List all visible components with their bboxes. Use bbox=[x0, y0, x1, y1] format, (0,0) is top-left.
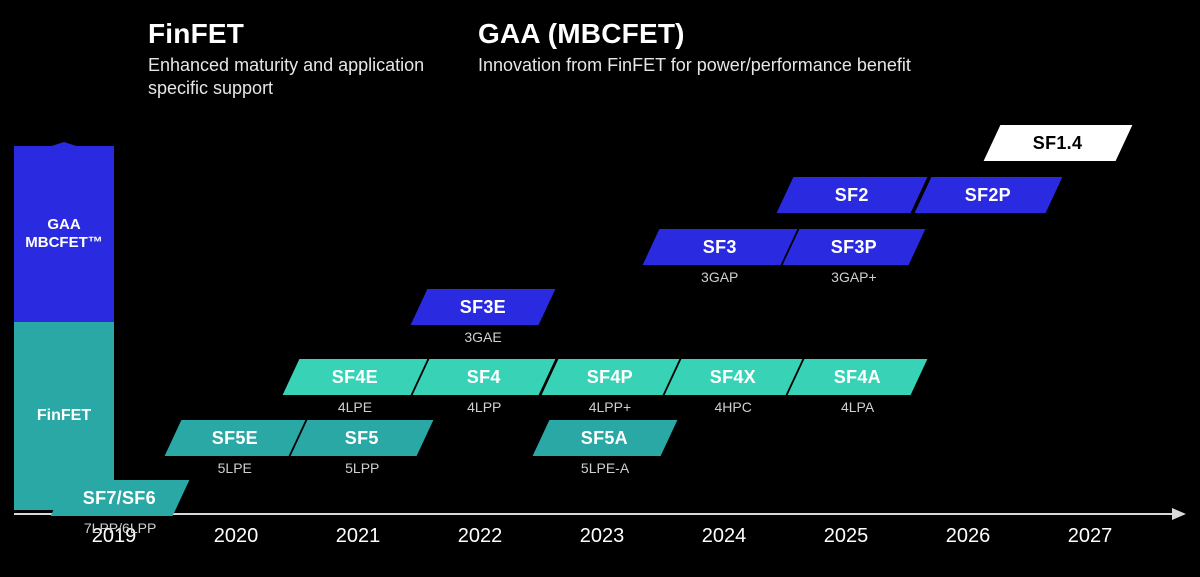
headings: FinFET Enhanced maturity and application… bbox=[148, 18, 1180, 99]
node-label-sf5: SF5 bbox=[345, 428, 379, 449]
node-label-sf7sf6: SF7/SF6 bbox=[84, 488, 157, 509]
node-label-sf4p: SF4P bbox=[587, 367, 633, 388]
node-sublabel-sf4x: 4HPC bbox=[714, 399, 751, 415]
node-sublabel-sf4p: 4LPP+ bbox=[589, 399, 631, 415]
node-sublabel-sf3p: 3GAP+ bbox=[831, 269, 877, 285]
node-label-sf3p: SF3P bbox=[831, 237, 877, 258]
category-gaa: GAA MBCFET™ bbox=[14, 146, 114, 322]
year-2021: 2021 bbox=[336, 525, 381, 548]
year-2023: 2023 bbox=[580, 525, 625, 548]
node-sf4p: SF4P bbox=[541, 359, 679, 395]
node-label-sf2p: SF2P bbox=[965, 185, 1011, 206]
node-label-sf3e: SF3E bbox=[460, 297, 506, 318]
node-sf4: SF4 bbox=[413, 359, 555, 395]
node-sf4a: SF4A bbox=[788, 359, 928, 395]
node-sublabel-sf3e: 3GAE bbox=[464, 329, 501, 345]
node-label-sf2: SF2 bbox=[835, 185, 869, 206]
heading-finfet: FinFET Enhanced maturity and application… bbox=[148, 18, 478, 99]
node-sf5a: SF5A bbox=[533, 420, 678, 456]
category-gaa-line1: GAA bbox=[25, 216, 103, 234]
node-sublabel-sf4a: 4LPA bbox=[841, 399, 874, 415]
node-sf4x: SF4X bbox=[664, 359, 802, 395]
node-label-sf5a: SF5A bbox=[581, 428, 628, 449]
node-sf3p: SF3P bbox=[783, 229, 925, 265]
node-sublabel-sf5e: 5LPE bbox=[218, 460, 252, 476]
timeline-axis bbox=[14, 513, 1184, 515]
node-sf4e: SF4E bbox=[282, 359, 427, 395]
node-sf5: SF5 bbox=[291, 420, 433, 456]
node-sublabel-sf4e: 4LPE bbox=[338, 399, 372, 415]
node-sf14: SF1.4 bbox=[984, 125, 1133, 161]
year-2025: 2025 bbox=[824, 525, 869, 548]
node-sublabel-sf4: 4LPP bbox=[467, 399, 501, 415]
heading-finfet-sub: Enhanced maturity and application specif… bbox=[148, 54, 478, 99]
heading-gaa-sub: Innovation from FinFET for power/perform… bbox=[478, 54, 911, 77]
node-label-sf4: SF4 bbox=[467, 367, 501, 388]
year-2022: 2022 bbox=[458, 525, 503, 548]
year-2026: 2026 bbox=[946, 525, 991, 548]
heading-gaa-title: GAA (MBCFET) bbox=[478, 18, 911, 50]
node-sublabel-sf7sf6: 7LPP/6LPP bbox=[84, 520, 156, 536]
node-sf5e: SF5E bbox=[164, 420, 305, 456]
node-label-sf5e: SF5E bbox=[212, 428, 258, 449]
node-sublabel-sf5: 5LPP bbox=[345, 460, 379, 476]
node-label-sf14: SF1.4 bbox=[1034, 133, 1084, 154]
node-sublabel-sf3: 3GAP bbox=[701, 269, 738, 285]
heading-gaa: GAA (MBCFET) Innovation from FinFET for … bbox=[478, 18, 911, 99]
node-label-sf3: SF3 bbox=[703, 237, 737, 258]
roadmap-canvas: FinFET Enhanced maturity and application… bbox=[0, 0, 1200, 577]
node-label-sf4x: SF4X bbox=[710, 367, 756, 388]
node-sublabel-sf5a: 5LPE-A bbox=[581, 460, 629, 476]
category-finfet-label: FinFET bbox=[37, 407, 91, 425]
heading-finfet-title: FinFET bbox=[148, 18, 478, 50]
node-sf2p: SF2P bbox=[914, 177, 1061, 213]
year-2020: 2020 bbox=[214, 525, 259, 548]
node-sf7sf6: SF7/SF6 bbox=[51, 480, 190, 516]
year-2027: 2027 bbox=[1068, 525, 1113, 548]
category-gaa-line2: MBCFET™ bbox=[25, 234, 103, 252]
node-sf3e: SF3E bbox=[411, 289, 556, 325]
node-sf2: SF2 bbox=[777, 177, 928, 213]
node-label-sf4e: SF4E bbox=[332, 367, 378, 388]
node-label-sf4a: SF4A bbox=[834, 367, 881, 388]
node-sf3: SF3 bbox=[642, 229, 797, 265]
year-2024: 2024 bbox=[702, 525, 747, 548]
